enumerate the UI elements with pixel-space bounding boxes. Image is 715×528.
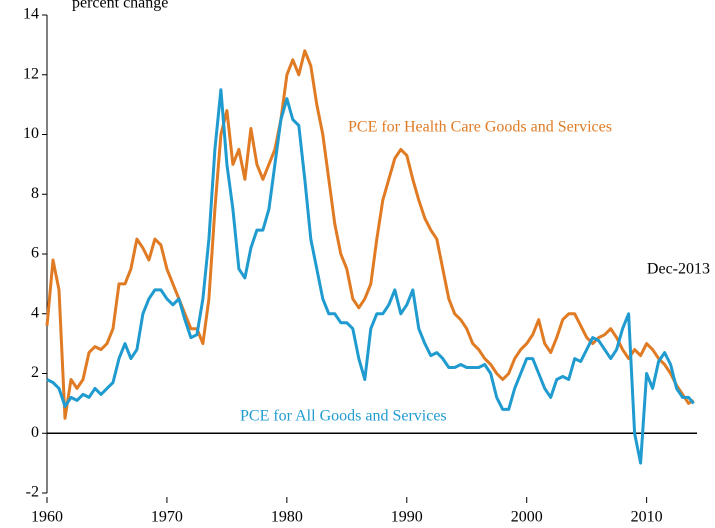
y-axis-label: percent change [72,0,168,12]
x-tick-label: 2000 [511,509,543,526]
y-tick-label: -2 [26,484,39,501]
y-tick-label: 14 [23,6,39,23]
y-tick-label: 2 [31,364,39,381]
y-tick-label: 8 [31,185,39,202]
y-tick-label: 4 [31,304,39,321]
annotation: PCE for Health Care Goods and Services [348,119,612,136]
annotation: PCE for All Goods and Services [240,408,447,425]
y-tick-label: 10 [23,125,39,142]
y-tick-label: 12 [23,65,39,82]
x-tick-label: 1970 [151,509,183,526]
x-tick-label: 2010 [631,509,663,526]
y-tick-label: 6 [31,245,39,262]
x-tick-label: 1960 [31,509,63,526]
annotation: Dec-2013 [647,261,710,278]
x-tick-label: 1990 [391,509,423,526]
series-line [45,49,695,420]
series-line [46,88,695,465]
y-tick-label: 0 [31,424,39,441]
x-tick-label: 1980 [271,509,303,526]
